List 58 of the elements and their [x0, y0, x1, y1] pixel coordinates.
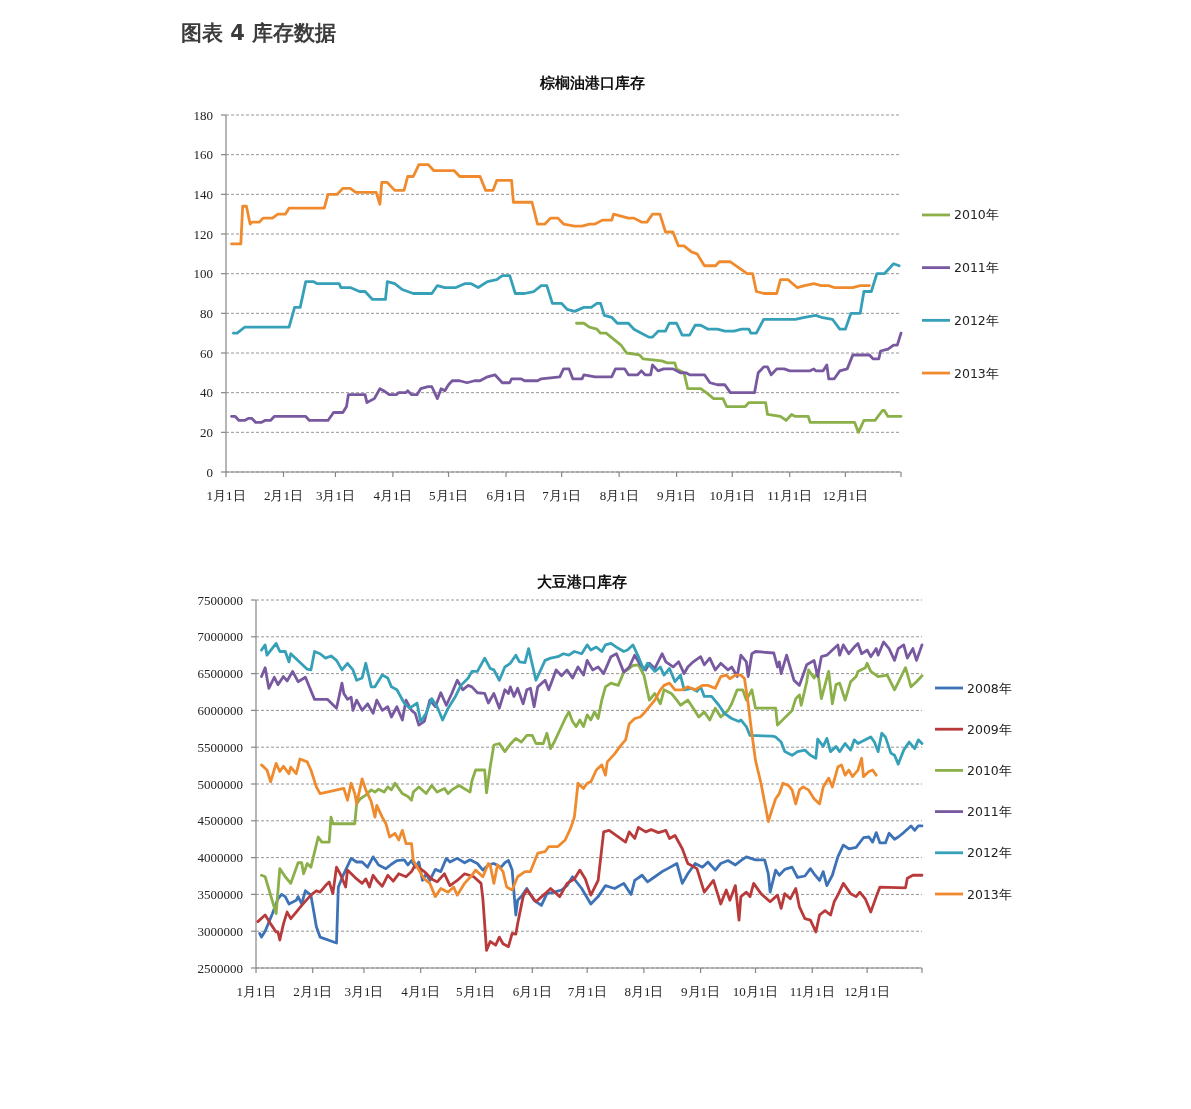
y-tick-label: 6500000: [197, 666, 243, 682]
x-tick-label: 2月1日: [293, 984, 333, 999]
y-tick-label: 100: [193, 266, 213, 282]
x-tick-label: 6月1日: [486, 488, 526, 503]
y-tick-label: 140: [193, 186, 213, 202]
y-tick-label: 4500000: [197, 813, 243, 829]
y-tick-label: 60: [200, 345, 213, 361]
legend-label: 2010年: [967, 762, 1012, 778]
y-tick-label: 3500000: [197, 886, 243, 902]
x-tick-label: 8月1日: [599, 488, 639, 503]
y-tick-label: 40: [200, 385, 213, 401]
legend-label: 2013年: [954, 365, 999, 381]
chart-title: 棕榈油港口库存: [538, 74, 645, 91]
x-tick-label: 1月1日: [206, 488, 246, 503]
x-tick-label: 4月1日: [373, 488, 413, 503]
x-tick-label: 12月1日: [822, 488, 869, 503]
legend-label: 2012年: [954, 312, 999, 328]
x-tick-label: 12月1日: [844, 984, 890, 999]
legend-label: 2009年: [967, 721, 1012, 737]
y-tick-label: 5500000: [197, 739, 243, 755]
y-tick-label: 20: [200, 424, 213, 440]
x-tick-label: 6月1日: [512, 984, 552, 999]
legend-label: 2013年: [967, 886, 1012, 902]
legend-label: 2011年: [954, 260, 999, 276]
chart-title: 大豆港口库存: [537, 573, 627, 590]
x-tick-label: 7月1日: [567, 984, 607, 999]
y-tick-label: 2500000: [197, 960, 243, 976]
x-tick-label: 11月1日: [789, 984, 835, 999]
x-tick-label: 9月1日: [657, 488, 697, 503]
legend-label: 2008年: [967, 680, 1012, 696]
x-tick-label: 3月1日: [344, 984, 384, 999]
y-tick-label: 0: [206, 464, 213, 480]
y-tick-label: 7500000: [197, 592, 243, 608]
x-tick-label: 8月1日: [624, 984, 664, 999]
x-tick-label: 2月1日: [263, 488, 303, 503]
y-tick-label: 160: [193, 147, 213, 163]
y-tick-label: 80: [200, 305, 213, 321]
legend-label: 2010年: [954, 207, 999, 223]
x-tick-label: 10月1日: [732, 984, 779, 999]
x-tick-label: 5月1日: [429, 488, 469, 503]
y-tick-label: 3000000: [197, 923, 243, 939]
y-tick-label: 7000000: [197, 629, 243, 645]
x-tick-label: 3月1日: [315, 488, 355, 503]
y-tick-label: 4000000: [197, 850, 243, 866]
y-tick-label: 120: [193, 226, 213, 242]
x-tick-label: 4月1日: [401, 984, 441, 999]
x-tick-label: 7月1日: [542, 488, 582, 503]
y-tick-label: 6000000: [197, 702, 243, 718]
y-tick-label: 180: [193, 107, 213, 123]
x-tick-label: 11月1日: [767, 488, 813, 503]
x-tick-label: 9月1日: [681, 984, 721, 999]
y-tick-label: 5000000: [197, 776, 243, 792]
legend-label: 2012年: [967, 845, 1012, 861]
legend-label: 2011年: [967, 804, 1012, 820]
x-tick-label: 1月1日: [236, 984, 276, 999]
x-tick-label: 5月1日: [456, 984, 496, 999]
text: 图表 4 库存数据: [181, 21, 337, 45]
x-tick-label: 10月1日: [709, 488, 755, 503]
